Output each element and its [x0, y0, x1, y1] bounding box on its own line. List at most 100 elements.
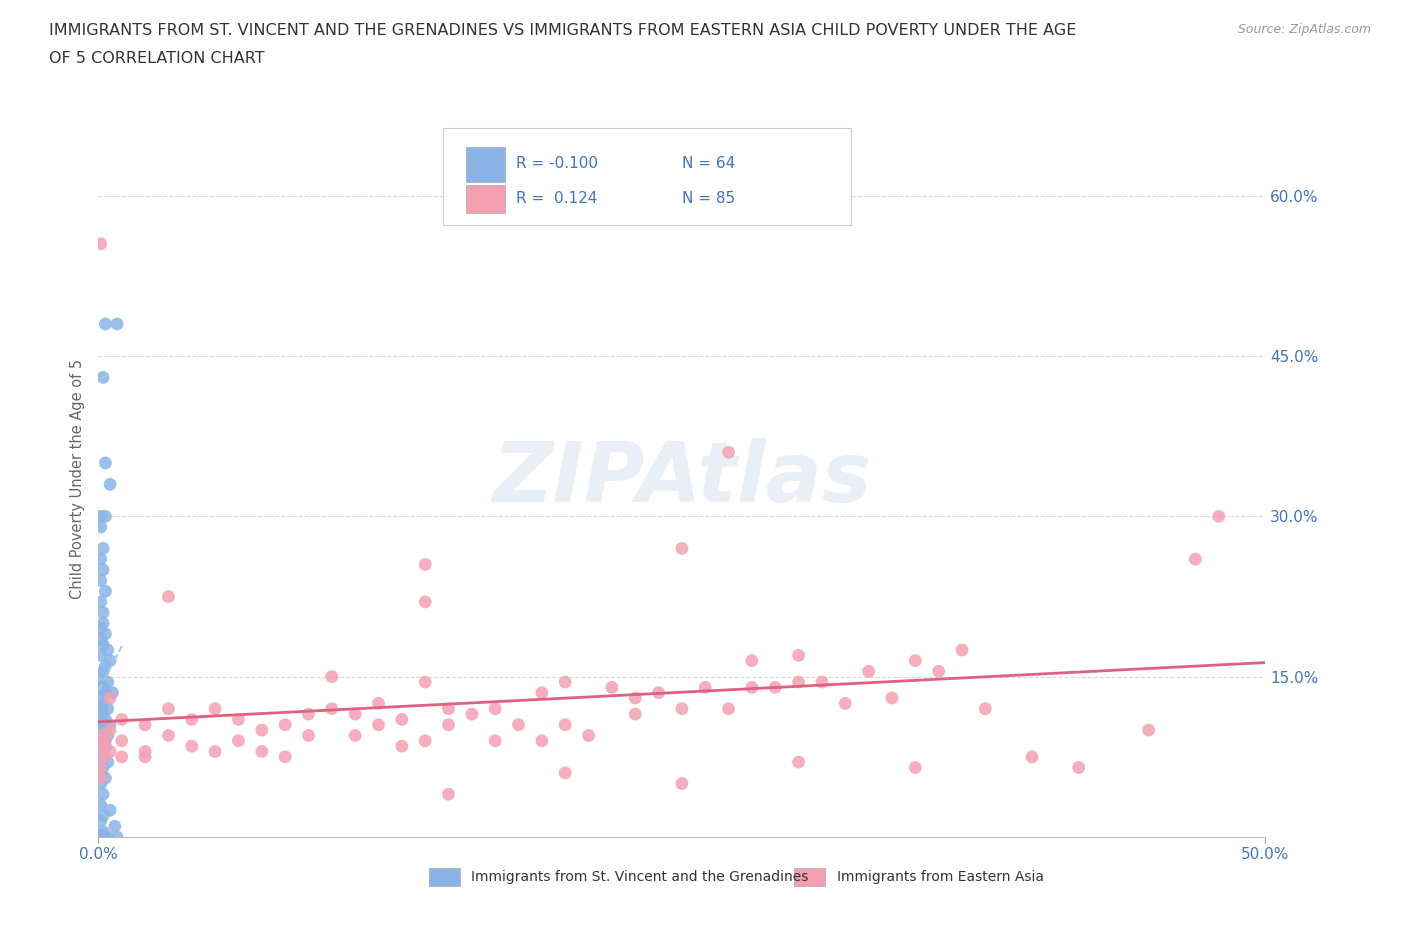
Point — [90, 594, 112, 609]
Text: ZIPAtlas: ZIPAtlas — [492, 438, 872, 520]
Point — [98, 744, 121, 759]
Point — [90, 701, 112, 716]
Point — [91, 824, 114, 839]
Point — [90, 830, 112, 844]
Point — [90, 723, 112, 737]
Point — [94, 712, 117, 727]
Point — [228, 734, 250, 749]
Point — [90, 670, 112, 684]
Point — [94, 658, 117, 673]
Point — [90, 621, 112, 636]
Point — [98, 723, 121, 737]
Point — [763, 680, 786, 695]
Text: Immigrants from St. Vincent and the Grenadines: Immigrants from St. Vincent and the Gren… — [471, 870, 808, 884]
Point — [157, 728, 180, 743]
Text: N = 64: N = 64 — [682, 156, 735, 171]
Point — [90, 691, 112, 706]
Point — [741, 680, 763, 695]
Text: Immigrants from Eastern Asia: Immigrants from Eastern Asia — [837, 870, 1043, 884]
Point — [105, 316, 128, 331]
Point — [250, 744, 273, 759]
Point — [554, 674, 576, 689]
Point — [91, 750, 114, 764]
Point — [671, 541, 693, 556]
Point — [274, 717, 297, 732]
Point — [98, 691, 121, 706]
Point — [90, 771, 112, 786]
Point — [508, 717, 530, 732]
Point — [344, 707, 367, 722]
Point — [391, 738, 413, 753]
Point — [91, 828, 114, 843]
Point — [274, 750, 297, 764]
Point — [97, 701, 120, 716]
Point — [180, 712, 202, 727]
Point — [741, 653, 763, 668]
Point — [297, 728, 319, 743]
Text: IMMIGRANTS FROM ST. VINCENT AND THE GRENADINES VS IMMIGRANTS FROM EASTERN ASIA C: IMMIGRANTS FROM ST. VINCENT AND THE GREN… — [49, 23, 1077, 38]
Point — [624, 707, 647, 722]
Point — [91, 616, 114, 631]
Point — [530, 734, 553, 749]
Point — [91, 541, 114, 556]
Text: OF 5 CORRELATION CHART: OF 5 CORRELATION CHART — [49, 51, 264, 66]
Point — [90, 236, 112, 251]
Point — [974, 701, 997, 716]
Point — [880, 691, 903, 706]
Point — [90, 755, 112, 770]
Point — [94, 584, 117, 599]
Point — [1137, 723, 1160, 737]
Point — [91, 760, 114, 775]
Text: R =  0.124: R = 0.124 — [516, 191, 598, 206]
Point — [91, 605, 114, 620]
Point — [787, 648, 810, 663]
Point — [91, 637, 114, 652]
Point — [90, 631, 112, 646]
Point — [91, 750, 114, 764]
Point — [904, 653, 927, 668]
Text: R = -0.100: R = -0.100 — [516, 156, 598, 171]
Point — [90, 680, 112, 695]
Point — [98, 477, 121, 492]
Point — [157, 589, 180, 604]
Point — [134, 750, 156, 764]
Point — [437, 701, 460, 716]
Y-axis label: Child Poverty Under the Age of 5: Child Poverty Under the Age of 5 — [69, 359, 84, 599]
Point — [90, 744, 112, 759]
Point — [250, 723, 273, 737]
Point — [111, 750, 134, 764]
Point — [94, 509, 117, 524]
Point — [98, 653, 121, 668]
Point — [105, 830, 128, 844]
Point — [787, 674, 810, 689]
Point — [647, 685, 669, 700]
Point — [858, 664, 880, 679]
Point — [437, 787, 460, 802]
Point — [367, 717, 389, 732]
Point — [228, 712, 250, 727]
Point — [1208, 509, 1230, 524]
Point — [437, 717, 460, 732]
Point — [134, 717, 156, 732]
Point — [91, 664, 114, 679]
Point — [91, 728, 114, 743]
Point — [90, 520, 112, 535]
Point — [600, 680, 623, 695]
Point — [321, 670, 343, 684]
Point — [101, 685, 124, 700]
Point — [94, 738, 117, 753]
Point — [91, 808, 114, 823]
Point — [90, 798, 112, 813]
Point — [90, 551, 112, 566]
Point — [484, 701, 506, 716]
Point — [297, 707, 319, 722]
FancyBboxPatch shape — [443, 128, 851, 225]
Point — [204, 701, 226, 716]
Point — [671, 777, 693, 791]
Point — [834, 696, 856, 711]
Point — [90, 712, 112, 727]
Point — [1067, 760, 1090, 775]
Point — [321, 701, 343, 716]
Point — [134, 744, 156, 759]
Point — [204, 744, 226, 759]
